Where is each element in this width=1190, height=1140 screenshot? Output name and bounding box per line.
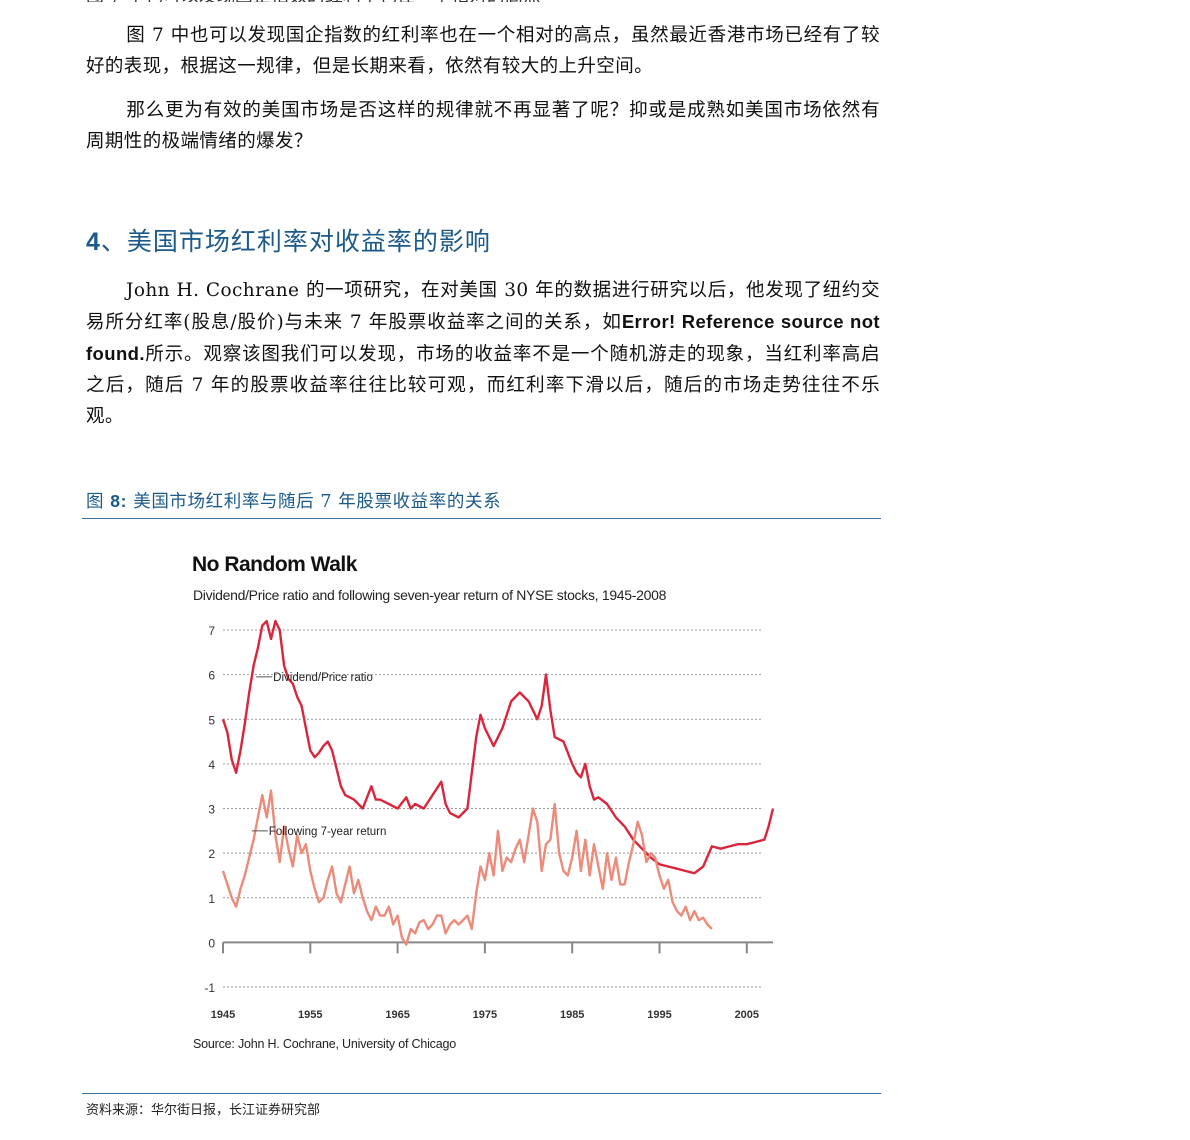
chart-title: No Random Walk xyxy=(192,553,358,576)
paragraph-3: John H. Cochrane 的一项研究，在对美国 30 年的数据进行研究以… xyxy=(86,275,880,432)
series-line-2 xyxy=(221,789,713,946)
chart-subtitle: Dividend/Price ratio and following seven… xyxy=(193,587,667,603)
paragraph-2: 那么更为有效的美国市场是否这样的规律就不再显著了呢？抑或是成熟如美国市场依然有周… xyxy=(86,95,880,157)
annotation-label: Following 7-year return xyxy=(269,826,387,838)
chart-annotations: Dividend/Price ratio Following 7-year ret… xyxy=(251,672,387,838)
reference-error[interactable]: Error! Reference source not found. xyxy=(86,311,880,364)
y-tick-label: 1 xyxy=(208,892,215,906)
section-number: 4 xyxy=(86,228,101,256)
chart-series xyxy=(221,619,775,946)
caption-rule xyxy=(82,518,881,519)
paragraph-3-text-a: John H. Cochrane 的一项研究，在对美国 30 年的数据进行研究以… xyxy=(86,280,880,333)
y-tick-label: 4 xyxy=(208,758,215,772)
figure-caption-prefix: 图 xyxy=(86,492,105,512)
section-title: 、美国市场红利率对收益率的影响 xyxy=(100,227,491,256)
figure-caption-text: 美国市场红利率与随后 7 年股票收益率的关系 xyxy=(133,492,502,512)
x-tick-label: 1945 xyxy=(211,1009,235,1021)
clipped-previous-line: 图 7 中也可以发现国企指数的红利率也在一个相对的高点 xyxy=(86,0,646,2)
x-tick-label: 1975 xyxy=(473,1009,497,1021)
y-tick-label: 2 xyxy=(208,847,215,861)
paragraph-1: 图 7 中也可以发现国企指数的红利率也在一个相对的高点，虽然最近香港市场已经有了… xyxy=(86,20,880,82)
section-heading: 4、美国市场红利率对收益率的影响 xyxy=(86,224,491,260)
chart-axes: 7 6 5 4 3 2 1 0 -1 1945 1955 1965 1975 1985 1995 2005 xyxy=(204,624,773,1021)
x-tick-label: 1955 xyxy=(298,1009,322,1021)
paragraph-2-text: 那么更为有效的美国市场是否这样的规律就不再显著了呢？抑或是成熟如美国市场依然有周… xyxy=(86,100,880,152)
y-tick-label: -1 xyxy=(204,981,215,995)
chart-figure: No Random Walk Dividend/Price ratio and … xyxy=(183,540,783,1068)
figure-number: 8: xyxy=(110,491,128,511)
chart-grid xyxy=(223,629,763,988)
paragraph-3-text-b: 所示。观察该图我们可以发现，市场的收益率不是一个随机游走的现象，当红利率高启之后… xyxy=(86,344,880,427)
y-tick-label: 0 xyxy=(208,936,215,950)
x-tick-label: 2005 xyxy=(735,1009,759,1021)
x-tick-label: 1965 xyxy=(385,1009,409,1021)
y-tick-label: 5 xyxy=(208,713,215,727)
y-tick-label: 6 xyxy=(208,669,215,683)
x-tick-label: 1995 xyxy=(647,1009,671,1021)
annotation-label: Dividend/Price ratio xyxy=(273,672,373,684)
chart-svg: No Random Walk Dividend/Price ratio and … xyxy=(192,553,775,1051)
chart-source: Source: John H. Cochrane, University of … xyxy=(193,1037,456,1051)
paragraph-1-text: 图 7 中也可以发现国企指数的红利率也在一个相对的高点，虽然最近香港市场已经有了… xyxy=(86,25,880,77)
footer-rule xyxy=(82,1093,881,1094)
y-tick-label: 3 xyxy=(208,803,215,817)
y-tick-label: 7 xyxy=(208,624,215,638)
source-note: 资料来源：华尔街日报，长江证券研究部 xyxy=(86,1103,321,1118)
x-tick-label: 1985 xyxy=(560,1009,584,1021)
figure-caption: 图 8: 美国市场红利率与随后 7 年股票收益率的关系 xyxy=(86,488,501,515)
